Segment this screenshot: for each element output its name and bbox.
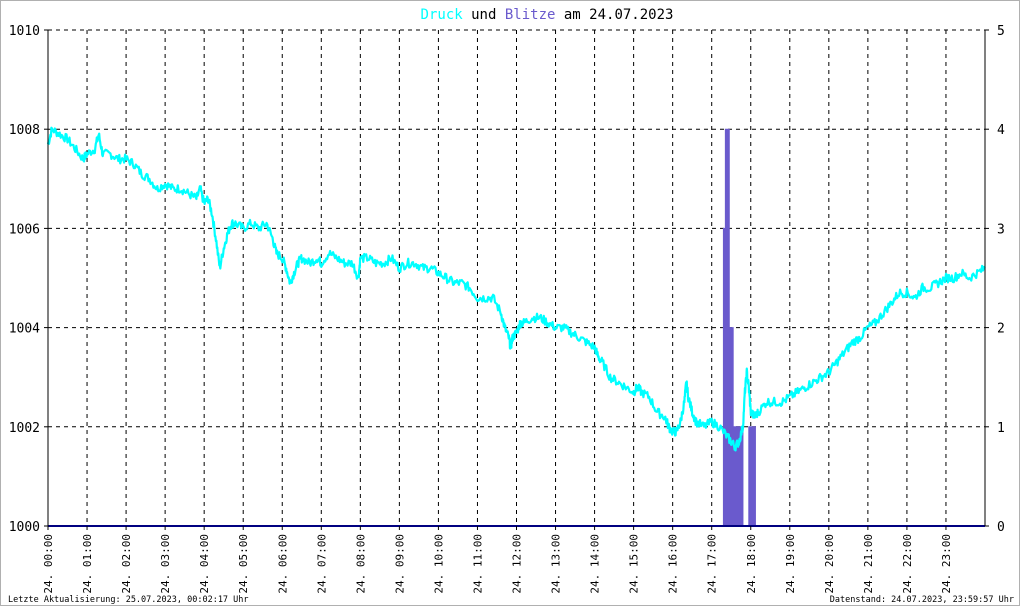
grid <box>47 29 985 526</box>
y-left-tick-label: 1000 <box>9 520 40 535</box>
x-tick-label: 24. 19:00 <box>784 534 797 594</box>
x-tick-label: 24. 03:00 <box>159 534 172 594</box>
y-left-tick-label: 1010 <box>9 24 40 39</box>
footer-right: Datenstand: 24.07.2023, 23:59:57 Uhr <box>830 595 1014 605</box>
pressure-series <box>46 126 986 452</box>
x-tick-label: 24. 12:00 <box>511 534 524 594</box>
axes <box>47 30 986 526</box>
series-druck <box>46 126 986 452</box>
x-tick-labels: 24. 00:00 24. 01:00 24. 02:00 24. 03:00 24. … <box>42 526 953 594</box>
y-right-tick-label: 2 <box>997 322 1005 337</box>
x-tick-label: 24. 07:00 <box>315 534 328 594</box>
x-tick-label: 24. 00:00 <box>42 534 55 594</box>
y-left-tick-label: 1008 <box>9 123 40 138</box>
y-right-tick-label: 3 <box>997 222 1005 237</box>
x-tick-label: 24. 02:00 <box>120 534 133 594</box>
x-tick-label: 24. 09:00 <box>393 534 406 594</box>
x-tick-label: 24. 11:00 <box>471 534 484 594</box>
y-right-tick-label: 5 <box>997 24 1005 39</box>
x-tick-label: 24. 14:00 <box>589 534 602 594</box>
title-und: und <box>463 7 505 23</box>
x-tick-label: 24. 13:00 <box>550 534 563 594</box>
x-tick-label: 24. 21:00 <box>862 534 875 594</box>
x-tick-label: 24. 16:00 <box>667 534 680 594</box>
chart-title: Druck und Blitze am 24.07.2023 <box>421 7 674 23</box>
y-left-tick-label: 1004 <box>9 322 40 337</box>
y-right-tick-label: 4 <box>997 123 1005 138</box>
x-tick-label: 24. 05:00 <box>237 534 250 594</box>
y-right-tick-label: 0 <box>997 520 1005 535</box>
x-tick-label: 24. 04:00 <box>198 534 211 594</box>
series-blitze <box>48 128 985 527</box>
title-druck: Druck <box>421 7 464 23</box>
y-right-tick-labels: 0 1 2 3 4 5 <box>985 24 1005 535</box>
footer-left: Letzte Aktualisierung: 25.07.2023, 00:02… <box>8 595 249 605</box>
y-left-tick-label: 1006 <box>9 222 40 237</box>
x-tick-label: 24. 15:00 <box>628 534 641 594</box>
y-left-tick-label: 1002 <box>9 421 40 436</box>
title-date: am 24.07.2023 <box>555 7 673 23</box>
x-tick-label: 24. 08:00 <box>354 534 367 594</box>
y-left-tick-labels: 1000 1002 1004 1006 1008 1010 <box>9 24 48 535</box>
x-tick-label: 24. 20:00 <box>823 534 836 594</box>
x-tick-label: 24. 06:00 <box>276 534 289 594</box>
x-tick-label: 24. 10:00 <box>432 534 445 594</box>
x-tick-label: 24. 17:00 <box>706 534 719 594</box>
x-tick-label: 24. 23:00 <box>940 534 953 594</box>
x-tick-label: 24. 22:00 <box>901 534 914 594</box>
x-tick-label: 24. 18:00 <box>745 534 758 594</box>
y-right-tick-label: 1 <box>997 421 1005 436</box>
title-blitze: Blitze <box>505 7 556 23</box>
x-tick-label: 24. 01:00 <box>81 534 94 594</box>
